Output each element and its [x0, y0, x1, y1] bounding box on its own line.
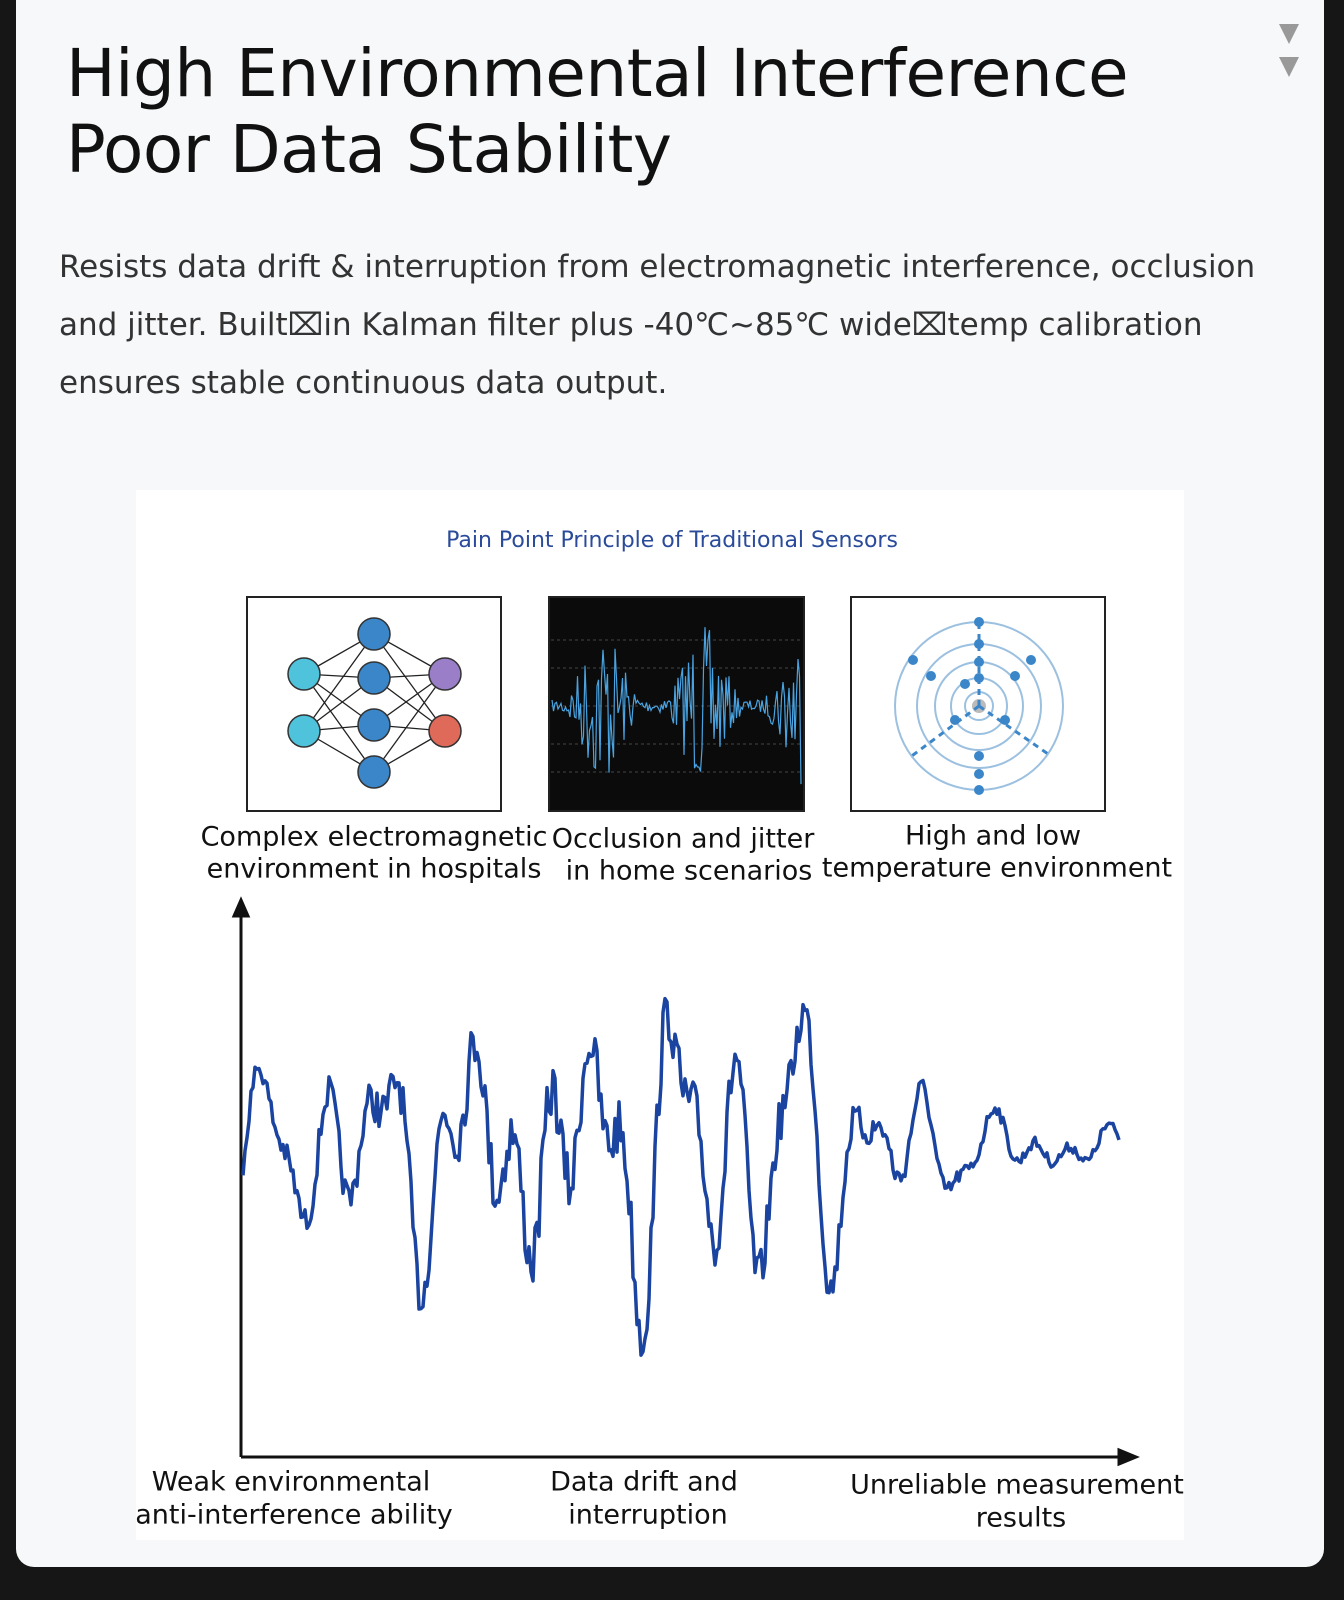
outcome-label: interruption	[568, 1500, 728, 1531]
scroll-indicator[interactable]	[1279, 24, 1299, 77]
radar-spoke	[978, 704, 1052, 758]
axis-arrow	[1117, 1447, 1140, 1467]
outcome-label: Data drift and	[550, 1467, 738, 1498]
radar-dot	[1026, 655, 1036, 665]
radar-dot	[1010, 671, 1020, 681]
network-node	[357, 661, 391, 695]
radar-dot	[950, 715, 960, 725]
radar-dot	[974, 639, 984, 649]
axis-arrow	[231, 896, 251, 918]
outcome-label: Unreliable measurement	[850, 1470, 1184, 1501]
panel-caption: environment in hospitals	[207, 854, 542, 885]
network-node	[357, 755, 391, 789]
radar-dot	[974, 617, 984, 627]
network-node	[428, 657, 462, 691]
network-edge	[373, 673, 446, 773]
scope-trace	[551, 627, 802, 785]
radar-dot	[974, 785, 984, 795]
chevron[interactable]	[1279, 24, 1299, 44]
radar-dot	[908, 655, 918, 665]
title-line: High Environmental Interference	[66, 35, 1129, 112]
radar-dot	[960, 679, 970, 689]
network-edge	[373, 633, 446, 732]
network-node	[428, 714, 462, 748]
panel-caption: in home scenarios	[566, 856, 813, 887]
network-node	[287, 657, 321, 691]
illustration-title: Pain Point Principle of Traditional Sens…	[446, 528, 898, 553]
panel-caption: Complex electromagnetic	[201, 822, 548, 853]
outcome-label: Weak environmental	[152, 1467, 431, 1498]
network-icon	[287, 617, 462, 789]
radar-dot	[974, 751, 984, 761]
title-line: Poor Data Stability	[66, 111, 672, 188]
signal-waveform	[241, 996, 1121, 1357]
network-node	[357, 617, 391, 651]
radar-spoke	[908, 704, 980, 760]
description: Resists data drift & interruption from e…	[59, 249, 1256, 401]
radar-dot	[926, 671, 936, 681]
chevron[interactable]	[1279, 57, 1299, 77]
panel-caption: temperature environment	[822, 853, 1172, 884]
radar-dot	[974, 769, 984, 779]
radar-dot	[974, 657, 984, 667]
panel-caption: Occlusion and jitter	[552, 824, 816, 855]
network-node	[357, 708, 391, 742]
page-title: High Environmental Interference Poor Dat…	[66, 35, 1129, 188]
network-edge	[303, 673, 375, 773]
radar-icon	[894, 617, 1064, 795]
outcome-label: results	[976, 1503, 1066, 1534]
radar-dot	[974, 673, 984, 683]
oscilloscope-icon	[551, 627, 802, 785]
network-edge	[303, 633, 375, 732]
panel-caption: High and low	[905, 821, 1081, 852]
radar-dot	[1000, 715, 1010, 725]
network-node	[287, 714, 321, 748]
outcome-label: anti-interference ability	[135, 1500, 453, 1531]
